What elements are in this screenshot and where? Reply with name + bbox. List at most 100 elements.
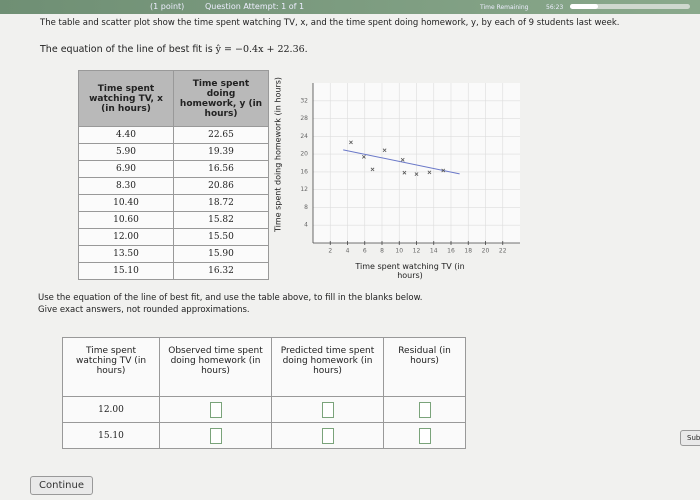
column-header: Predicted time spent doing homework (in … [271,337,384,397]
header-row: Time spent watching TV (in hours) Observe… [62,337,466,397]
table-row: 6.90 16.56 [78,160,269,178]
table-cell: 5.90 [78,143,174,161]
answer-input[interactable] [321,401,334,418]
x-tick-label: 14 [430,248,438,255]
fit-line [343,149,460,175]
points: (1 point) [150,2,185,11]
y-tick-label: 8 [304,204,308,211]
x-tick-label: 12 [413,248,421,255]
instruction: Give exact answers, not rounded approxim… [38,305,250,315]
input-cell [271,422,384,449]
point [414,172,419,176]
table-row: 4.40 22.65 [78,126,269,144]
table-cell: 15.10 [62,422,160,449]
table-cell: 16.32 [173,262,269,280]
table-cell: 6.90 [78,160,174,178]
y-tick-label: 28 [300,115,308,122]
point [382,148,387,153]
input-cell [383,422,466,449]
column-header: Observed time spent doing homework (in h… [159,337,272,397]
x-tick-label: 22 [499,248,507,255]
table-cell: 13.50 [78,245,174,263]
table-cell: 10.60 [78,211,174,229]
y-tick-label: 12 [300,186,308,193]
x-tick-label: 6 [363,248,367,255]
column-header: Time spent doing homework, y (in hours) [173,70,269,127]
column-header: Residual (in hours) [383,337,466,397]
input-cell [159,422,272,449]
x-axis-label: Time spent watching TV (in hours) [355,262,465,280]
table-cell: 19.39 [173,143,269,161]
timer-bar [570,4,690,9]
table-cell: 15.50 [173,228,269,246]
x-tick-label: 2 [328,248,332,255]
answer-input[interactable] [209,427,222,444]
equation-prefix: The equation of the line of best fit is [40,44,213,55]
input-cell [383,396,466,423]
point [349,140,353,145]
input-cell [271,396,384,423]
y-tick-label: 20 [300,151,308,158]
submit-button[interactable]: Sub [680,430,700,446]
equation: The equation of the line of best fit is … [40,44,308,55]
x-tick-label: 20 [482,248,490,255]
answer-input[interactable] [418,427,431,444]
input-cell [159,396,272,423]
column-header: Time spent watching TV (in hours) [62,337,160,397]
x-tick-label: 10 [395,248,403,255]
x-tick-label: 8 [380,248,384,255]
point [427,170,432,175]
point [400,157,405,162]
attempt: Question Attempt: 1 of 1 [205,2,305,11]
x-tick-label: 18 [464,248,472,255]
answer-input[interactable] [418,401,431,418]
instruction: Use the equation of the line of best fit… [38,293,423,303]
y-tick-label: 16 [300,168,308,175]
timer: 56:23 [546,4,564,11]
equation-formula: ŷ = −0.4x + 22.36. [215,44,308,55]
table-cell: 4.40 [78,126,174,144]
point [402,170,407,175]
table-cell: 15.82 [173,211,269,229]
y-tick-label: 4 [304,222,308,229]
table-cell: 8.30 [78,177,174,195]
table-row: 15.10 16.32 [78,262,269,280]
top-bar [0,0,700,14]
point [362,154,366,159]
table-row: 13.50 15.90 [78,245,269,263]
point [441,168,446,173]
y-tick-label: 32 [300,97,308,104]
table-row: 8.30 20.86 [78,177,269,195]
intro: The table and scatter plot show the time… [40,18,620,28]
y-axis-label-box: Time spent doing homework (in hours) [258,75,298,245]
header-row: Time spent watching TV, x (in hours) Time… [78,70,269,127]
table-cell: 15.90 [173,245,269,263]
table-row: 12.00 [62,396,466,423]
table-row: 12.00 15.50 [78,228,269,246]
timer-label: Time Remaining [480,4,529,11]
data-table: Time spent watching TV, x (in hours) Time… [78,70,269,280]
x-tick-label: 4 [346,248,350,255]
x-tick-label: 16 [447,248,455,255]
table-cell: 20.86 [173,177,269,195]
table-row: 15.10 [62,422,466,449]
table-row: 10.60 15.82 [78,211,269,229]
table-cell: 12.00 [78,228,174,246]
column-header: Time spent watching TV, x (in hours) [78,70,174,127]
table-row: 10.40 18.72 [78,194,269,212]
table-row: 5.90 19.39 [78,143,269,161]
continue-button[interactable]: Continue [30,476,93,495]
table-cell: 10.40 [78,194,174,212]
y-axis-label: Time spent doing homework (in hours) [273,76,283,233]
answer-table: Time spent watching TV (in hours) Observe… [62,337,466,449]
table-cell: 12.00 [62,396,160,423]
table-cell: 15.10 [78,262,174,280]
timer-fill [570,4,598,9]
point [370,167,375,172]
table-cell: 22.65 [173,126,269,144]
answer-input[interactable] [209,401,222,418]
answer-input[interactable] [321,427,334,444]
table-cell: 18.72 [173,194,269,212]
